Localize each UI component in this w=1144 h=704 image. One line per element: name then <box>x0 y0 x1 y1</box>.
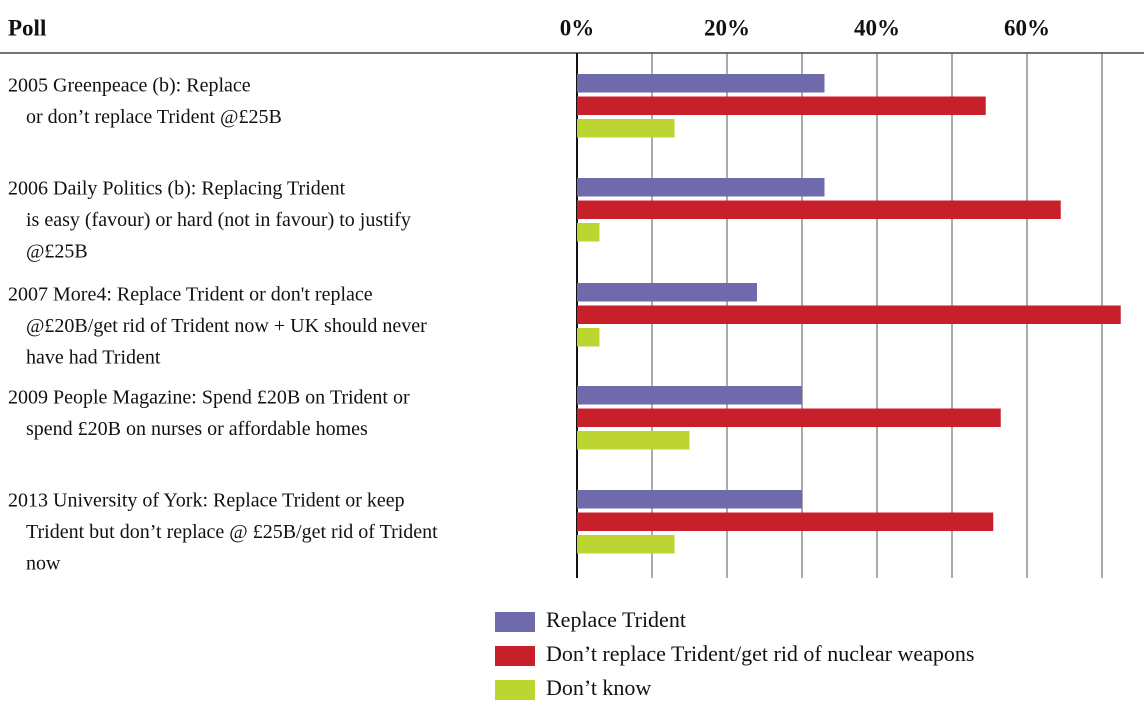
legend-label: Don’t know <box>546 675 651 700</box>
category-label: 2005 Greenpeace (b): Replace <box>8 75 251 97</box>
category-label: 2006 Daily Politics (b): Replacing Tride… <box>8 178 346 200</box>
category-label: is easy (favour) or hard (not in favour)… <box>26 209 411 231</box>
category-label: spend £20B on nurses or affordable homes <box>26 418 368 440</box>
x-tick-label: 40% <box>854 15 900 40</box>
bar <box>577 74 825 93</box>
bar <box>577 200 1061 219</box>
bar <box>577 386 802 405</box>
bar <box>577 178 825 197</box>
bar <box>577 305 1121 324</box>
category-label: 2013 University of York: Replace Trident… <box>8 490 405 512</box>
legend-label: Replace Trident <box>546 607 686 632</box>
category-label: have had Trident <box>26 347 161 369</box>
category-label: Trident but don’t replace @ £25B/get rid… <box>26 521 438 543</box>
category-label: or don’t replace Trident @£25B <box>26 106 282 128</box>
category-label: @£20B/get rid of Trident now + UK should… <box>26 315 427 337</box>
x-tick-label: 0% <box>560 15 595 40</box>
legend-swatch <box>495 646 535 666</box>
category-label: @£25B <box>26 241 88 263</box>
bar <box>577 119 675 138</box>
bar <box>577 408 1001 427</box>
category-label: 2007 More4: Replace Trident or don't rep… <box>8 284 373 306</box>
bar <box>577 431 690 450</box>
bar <box>577 490 802 509</box>
bar <box>577 535 675 554</box>
category-label: 2009 People Magazine: Spend £20B on Trid… <box>8 387 410 409</box>
bar <box>577 283 757 302</box>
header: Poll <box>8 15 46 40</box>
bar <box>577 512 994 531</box>
bar <box>577 328 600 347</box>
legend-swatch <box>495 612 535 632</box>
category-label: now <box>26 553 61 575</box>
bar <box>577 223 600 242</box>
legend-label: Don’t replace Trident/get rid of nuclear… <box>546 641 974 666</box>
legend-swatch <box>495 680 535 700</box>
x-tick-label: 60% <box>1004 15 1050 40</box>
x-tick-label: 20% <box>704 15 750 40</box>
bar <box>577 96 986 115</box>
